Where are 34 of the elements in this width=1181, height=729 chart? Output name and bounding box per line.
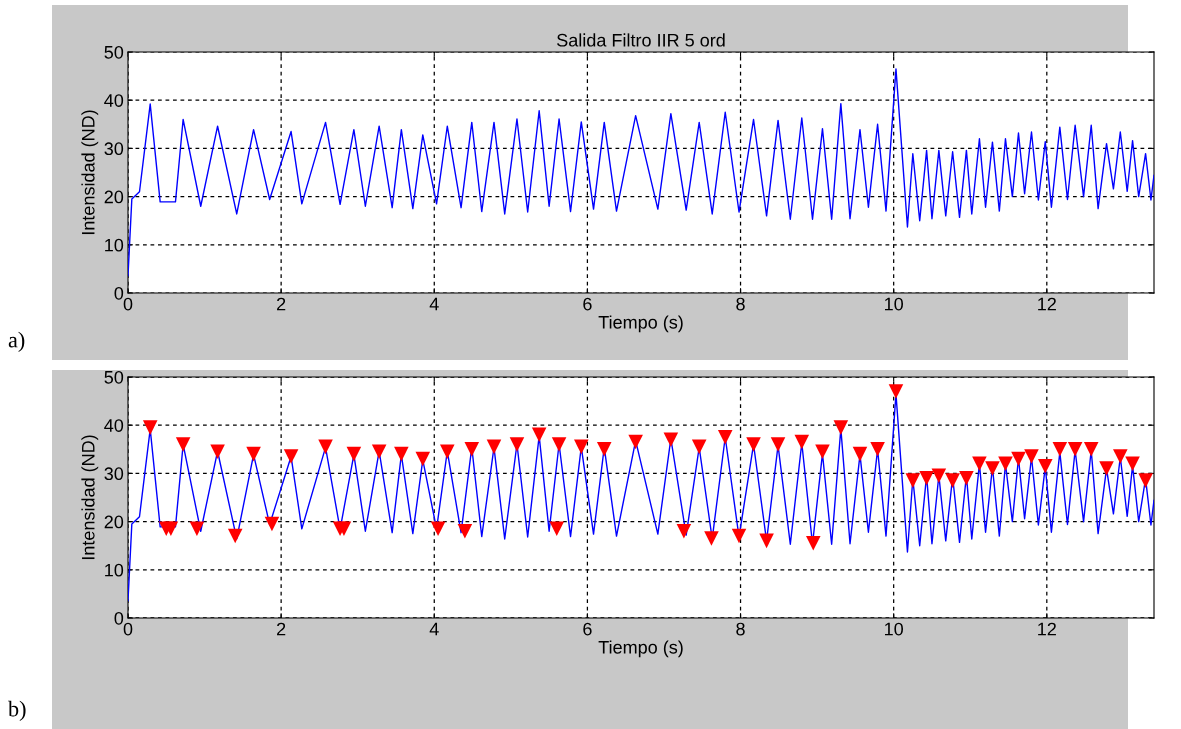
- x-tick-label: 8: [736, 622, 745, 636]
- x-axis-title: Tiempo (s): [598, 640, 683, 658]
- y-tick-label: 40: [104, 419, 124, 432]
- x-tick-label: 0: [123, 297, 133, 311]
- y-tick-label: 30: [104, 142, 124, 156]
- text: a): [8, 331, 25, 352]
- y-tick-label: 0: [114, 611, 124, 625]
- x-tick-label: 6: [583, 297, 592, 311]
- x-tick-label: 8: [736, 297, 745, 311]
- text: b): [8, 700, 26, 721]
- x-axis-title: Tiempo (s): [598, 315, 683, 333]
- line-series: [128, 68, 1154, 277]
- x-tick-label: 6: [583, 622, 592, 636]
- x-tick-label: 12: [1038, 622, 1056, 636]
- y-tick-label: 10: [105, 563, 124, 577]
- y-tick-label: 40: [104, 94, 124, 107]
- x-tick-label: 2: [277, 297, 286, 311]
- y-tick-label: 10: [105, 238, 124, 252]
- x-tick-label: 10: [885, 622, 904, 636]
- y-tick-label: 20: [104, 515, 124, 529]
- y-tick-label: 0: [114, 286, 124, 300]
- x-tick-label: 10: [885, 297, 904, 311]
- y-tick-label: 50: [104, 370, 124, 384]
- y-tick-label: 50: [104, 45, 124, 59]
- x-tick-label: 12: [1038, 297, 1056, 311]
- x-tick-label: 4: [429, 297, 439, 311]
- x-tick-label: 2: [277, 622, 286, 636]
- y-tick-label: 20: [104, 190, 124, 204]
- chart-title: Salida Filtro IIR 5 ord: [557, 33, 725, 47]
- x-tick-label: 0: [123, 622, 133, 636]
- y-axis-title: Intensidad (ND): [81, 435, 99, 560]
- y-axis-title: Intensidad (ND): [81, 110, 99, 235]
- y-tick-label: 30: [104, 467, 124, 481]
- x-tick-label: 4: [429, 622, 439, 636]
